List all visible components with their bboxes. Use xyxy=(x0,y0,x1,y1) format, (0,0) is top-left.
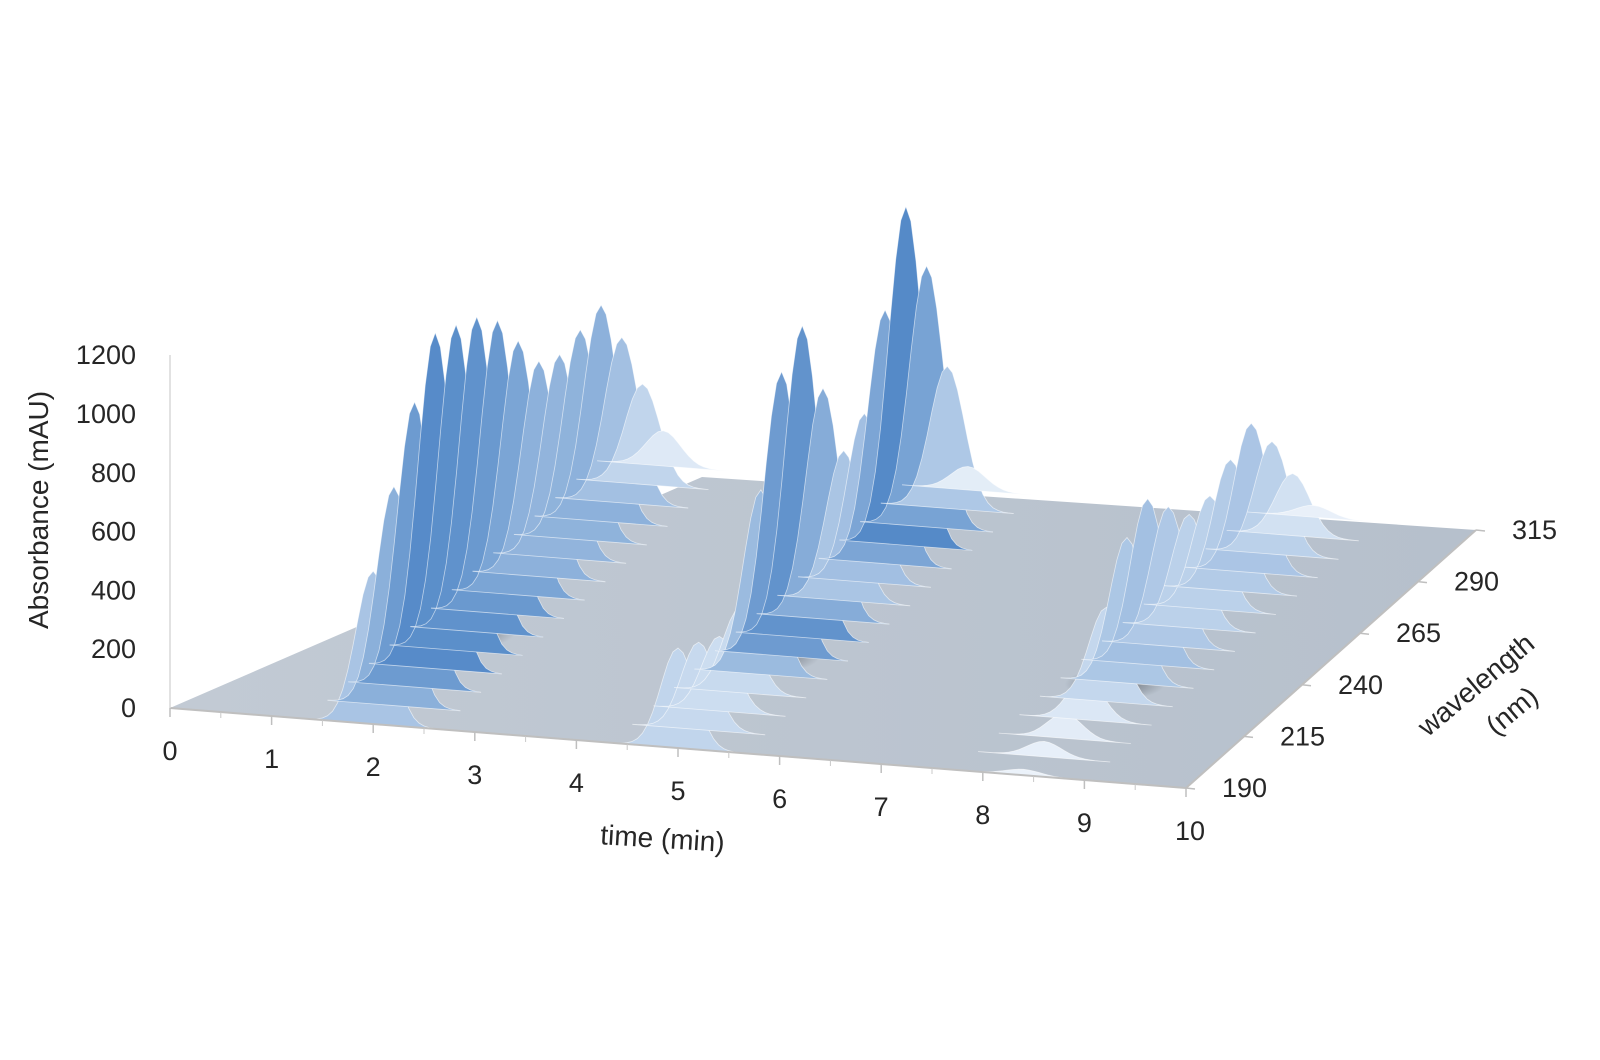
z-axis-ticks: 0 200 400 600 800 1000 1200 xyxy=(76,340,136,723)
z-tick-label: 600 xyxy=(91,517,136,547)
x-tick-label: 10 xyxy=(1175,816,1205,846)
y-tick-mark xyxy=(1185,787,1196,790)
x-tick-label: 2 xyxy=(366,752,381,782)
y-tick-label: 190 xyxy=(1222,773,1267,803)
x-tick-label: 8 xyxy=(975,800,990,830)
x-tick-label: 9 xyxy=(1077,808,1092,838)
y-axis-line xyxy=(1185,529,1477,789)
x-axis-ticks: 0 1 2 3 4 5 6 7 8 9 10 xyxy=(162,708,1205,846)
x-tick-label: 4 xyxy=(569,768,584,798)
y-tick-mark xyxy=(1301,684,1312,687)
z-tick-label: 200 xyxy=(91,634,136,664)
y-axis-ticks: 190 215 240 265 290 315 xyxy=(1185,515,1557,803)
y-tick-label: 240 xyxy=(1338,670,1383,700)
z-tick-label: 1200 xyxy=(76,340,136,370)
z-tick-label: 0 xyxy=(121,693,136,723)
peak-slice xyxy=(860,265,993,533)
surface-peaks xyxy=(306,205,1380,781)
x-tick-label: 1 xyxy=(264,744,279,774)
x-tick-label: 7 xyxy=(874,792,889,822)
peak-slice xyxy=(978,740,1111,763)
y-tick-mark xyxy=(1359,632,1370,635)
peak-slice xyxy=(839,205,973,551)
z-axis-title: Absorbance (mAU) xyxy=(23,391,54,629)
peak-slice xyxy=(756,387,890,625)
x-axis-title: time (min) xyxy=(600,819,726,858)
peak-slice xyxy=(1247,504,1380,523)
peak-slice xyxy=(534,304,668,527)
z-tick-label: 1000 xyxy=(76,399,136,429)
peak-slice xyxy=(555,336,689,509)
y-tick-mark xyxy=(1417,580,1428,584)
y-tick-label: 265 xyxy=(1396,618,1441,648)
peak-slice xyxy=(597,430,730,472)
peak-slice xyxy=(1226,473,1359,542)
peak xyxy=(306,304,730,730)
peak xyxy=(957,422,1380,781)
x-tick-label: 0 xyxy=(162,736,177,766)
x-tick-label: 3 xyxy=(467,760,482,790)
peak-slice xyxy=(576,383,709,490)
y-tick-mark xyxy=(1475,529,1486,532)
x-tick-label: 6 xyxy=(772,784,787,814)
peak-slice xyxy=(1205,440,1339,560)
z-tick-label: 800 xyxy=(91,458,136,488)
y-tick-label: 215 xyxy=(1280,721,1325,751)
peak-slice xyxy=(735,324,869,644)
peak-slice xyxy=(880,365,1014,515)
x-tick-label: 5 xyxy=(670,776,685,806)
y-tick-label: 315 xyxy=(1512,515,1557,545)
peak xyxy=(611,205,1035,754)
z-tick-label: 400 xyxy=(91,575,136,605)
y-tick-mark xyxy=(1243,735,1254,739)
peak-slice xyxy=(901,466,1035,496)
y-tick-label: 290 xyxy=(1454,567,1499,597)
